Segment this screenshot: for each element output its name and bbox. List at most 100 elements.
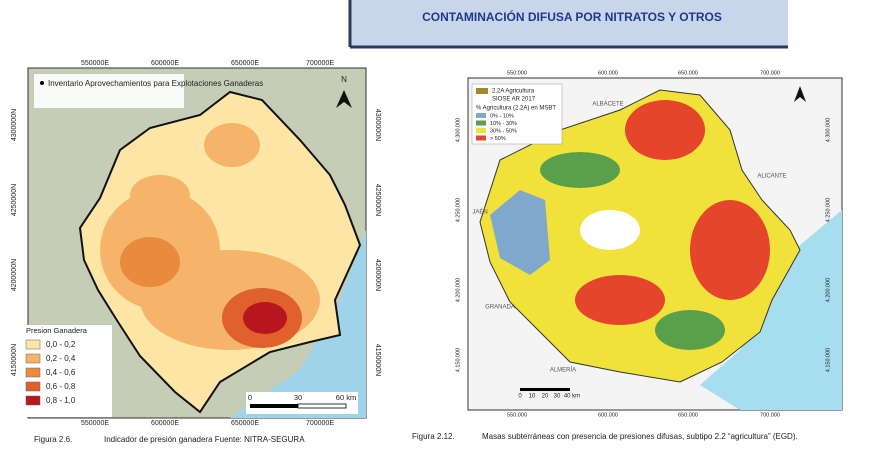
map-right [467, 77, 843, 411]
place-label: ALMERÍA [550, 367, 576, 374]
zone [130, 175, 190, 215]
zone [120, 237, 180, 287]
scale-bar [297, 403, 347, 409]
axis-label: 4.150.000 [455, 348, 461, 372]
axis-label: 4150000N [11, 344, 18, 376]
zone [575, 275, 665, 325]
sea [230, 230, 366, 418]
legend-box [34, 74, 184, 108]
axis-label: 700.000 [760, 412, 780, 418]
legend-item: 0,0 - 0,2 [46, 340, 76, 349]
scale-bar [520, 388, 570, 391]
axis-label: 4200000N [374, 259, 381, 291]
axis-label: 650000E [231, 420, 259, 427]
axis-label: 700000E [306, 420, 334, 427]
legend-item: > 50% [490, 136, 506, 142]
legend-swatch [25, 395, 41, 406]
legend-item: 0,6 - 0,8 [46, 382, 76, 391]
caption-text: Masas subterráneas con presencia de pres… [482, 432, 798, 441]
place-label: GRANADA [485, 305, 515, 311]
zone [625, 100, 705, 160]
axis-label: 4.200.000 [825, 278, 831, 302]
legend-item: 0,2 - 0,4 [46, 354, 76, 363]
zone [580, 210, 640, 250]
legend-swatch [25, 339, 41, 350]
axis-label: 700000E [306, 60, 334, 67]
axis-label: 4.150.000 [825, 348, 831, 372]
legend-dot [40, 81, 44, 85]
points-legend: Inventario Aprovechamientos para Explota… [48, 79, 263, 88]
scale-label: 10 [529, 394, 536, 400]
scale-label: 0 [518, 394, 522, 400]
axis-label: 4.250.000 [455, 198, 461, 222]
north-arrow [794, 86, 806, 102]
zone [655, 310, 725, 350]
axis-label: 650.000 [678, 412, 698, 418]
legend-item: 0,8 - 1,0 [46, 396, 76, 405]
axis-label: 600.000 [598, 412, 618, 418]
legend-layer: 2.2A Agricultura [492, 89, 535, 95]
legend-swatch [25, 367, 41, 378]
scale-label: 0 [248, 393, 252, 402]
axis-label: 4.300.000 [825, 118, 831, 142]
axis-label: 4.250.000 [825, 198, 831, 222]
legend-swatch [476, 88, 488, 94]
scale-label: 20 [542, 394, 549, 400]
place-label: ALBACETE [592, 102, 623, 108]
north-arrow [336, 90, 352, 108]
axis-label: 4150000N [374, 344, 381, 376]
scale-label: 40 km [564, 394, 580, 400]
zone [540, 152, 620, 188]
legend-item: 10% - 30% [490, 121, 517, 127]
scale-bar [250, 404, 298, 408]
scale-label: 60 km [336, 393, 356, 402]
axis-label: 4300000N [374, 109, 381, 141]
scale-label: 30 [554, 394, 561, 400]
sea [700, 210, 842, 410]
legend-source: SIOSE AR 2017 [492, 97, 536, 103]
legend-swatch [476, 135, 486, 141]
axis-label: 700.000 [760, 70, 780, 76]
axis-label: 4.300.000 [455, 118, 461, 142]
legend-swatch [476, 120, 486, 126]
axis-label: 600000E [151, 60, 179, 67]
axis-label: 550000E [81, 420, 109, 427]
legend-item: 0% - 10% [490, 113, 514, 119]
axis-label: 550000E [81, 60, 109, 67]
legend-swatch [25, 381, 41, 392]
place-label: JAÉN [472, 209, 487, 216]
zone [204, 123, 260, 167]
axis-label: 4.200.000 [455, 278, 461, 302]
zone [490, 190, 550, 275]
place-label: ALICANTE [757, 174, 786, 180]
legend-title: % Agricultura (2.2A) en MSBT [476, 106, 556, 112]
scale-box [246, 392, 358, 414]
legend-swatch [476, 128, 486, 133]
caption-number: Figura 2.6. [34, 435, 72, 444]
axis-label: 4200000N [11, 259, 18, 291]
axis-label: 4250000N [374, 184, 381, 216]
caption-text: Indicador de presión ganadera Fuente: NI… [104, 435, 305, 444]
axis-label: 600000E [151, 420, 179, 427]
axis-label: 650.000 [678, 70, 698, 76]
legend-title: Presion Ganadera [26, 326, 88, 335]
scale-label: 30 [294, 393, 302, 402]
caption-number: Figura 2.12. [412, 432, 455, 441]
header-box [350, 0, 788, 47]
axis-label: 4300000N [11, 109, 18, 141]
axis-label: 550.000 [507, 70, 527, 76]
header-title: CONTAMINACIÓN DIFUSA POR NITRATOS Y OTRO… [422, 9, 722, 24]
zone [690, 200, 770, 300]
axis-label: 4250000N [11, 184, 18, 216]
legend-swatch [25, 353, 41, 364]
axis-label: 600.000 [598, 70, 618, 76]
map-left [22, 67, 367, 419]
zone [243, 302, 287, 334]
legend-swatch [476, 113, 486, 118]
axis-label: 550.000 [507, 412, 527, 418]
legend-item: 0,4 - 0,6 [46, 368, 76, 377]
legend-item: 30% - 50% [490, 128, 517, 134]
north-label: N [341, 75, 347, 84]
axis-label: 650000E [231, 60, 259, 67]
